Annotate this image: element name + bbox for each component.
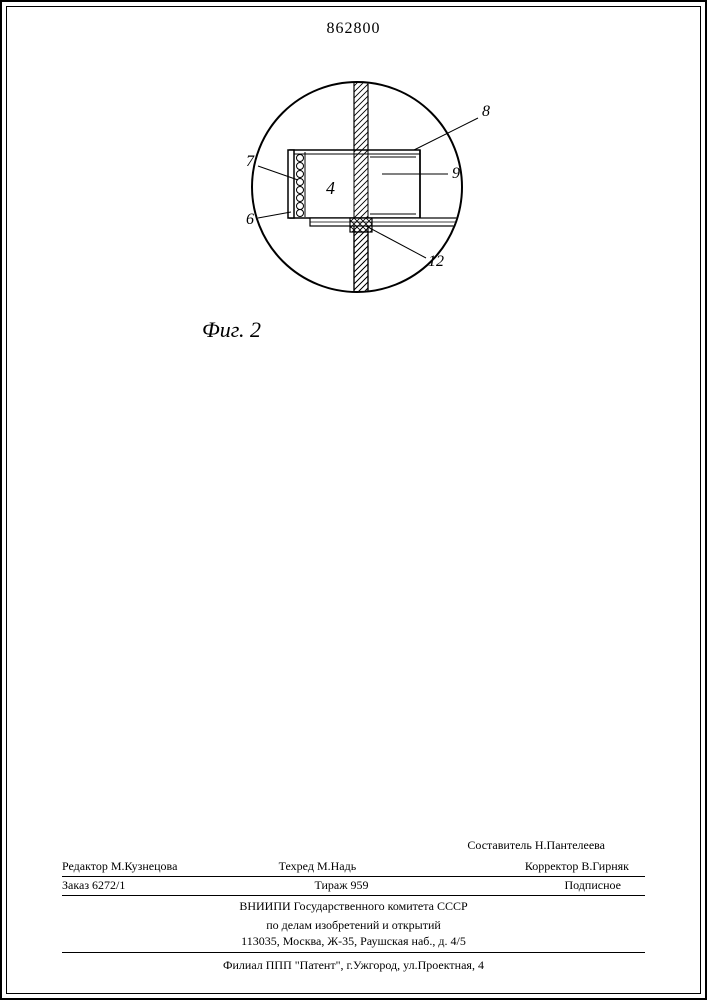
tehred: Техред М.Надь (279, 858, 462, 875)
joint-block (350, 218, 372, 232)
order: Заказ 6272/1 (62, 877, 256, 894)
address-line: 113035, Москва, Ж-35, Раушская наб., д. … (62, 933, 645, 953)
page-frame: 862800 (0, 0, 707, 1000)
corrector: Корректор В.Гирняк (462, 858, 645, 875)
label-9: 9 (452, 165, 460, 182)
podpisnoe: Подписное (451, 877, 645, 894)
header-number: 862800 (2, 20, 705, 38)
end-cap (288, 150, 294, 218)
leader-8 (414, 118, 478, 150)
figure-label: Фиг. 2 (202, 317, 261, 343)
filial-line: Филиал ППП "Патент", г.Ужгород, ул.Проек… (62, 953, 645, 974)
vniipi-line2: по делам изобретений и открытий (62, 915, 645, 934)
label-12: 12 (428, 253, 444, 270)
label-7: 7 (246, 153, 255, 170)
editor: Редактор М.Кузнецова (62, 858, 279, 875)
editor-row: Редактор М.Кузнецова Техред М.Надь Корре… (62, 858, 645, 877)
label-6: 6 (246, 211, 254, 228)
leader-12 (366, 226, 426, 258)
tirazh: Тираж 959 (256, 877, 450, 894)
vniipi-line1: ВНИИПИ Государственного комитета СССР (62, 896, 645, 915)
label-8: 8 (482, 103, 490, 120)
footer-block: Составитель Н.Пантелеева Редактор М.Кузн… (62, 837, 645, 974)
leader-6 (258, 212, 291, 218)
label-4: 4 (326, 178, 335, 198)
compiler-line: Составитель Н.Пантелеева (62, 837, 645, 854)
figure-diagram: 8 9 12 7 6 4 (192, 62, 522, 327)
order-row: Заказ 6272/1 Тираж 959 Подписное (62, 877, 645, 896)
